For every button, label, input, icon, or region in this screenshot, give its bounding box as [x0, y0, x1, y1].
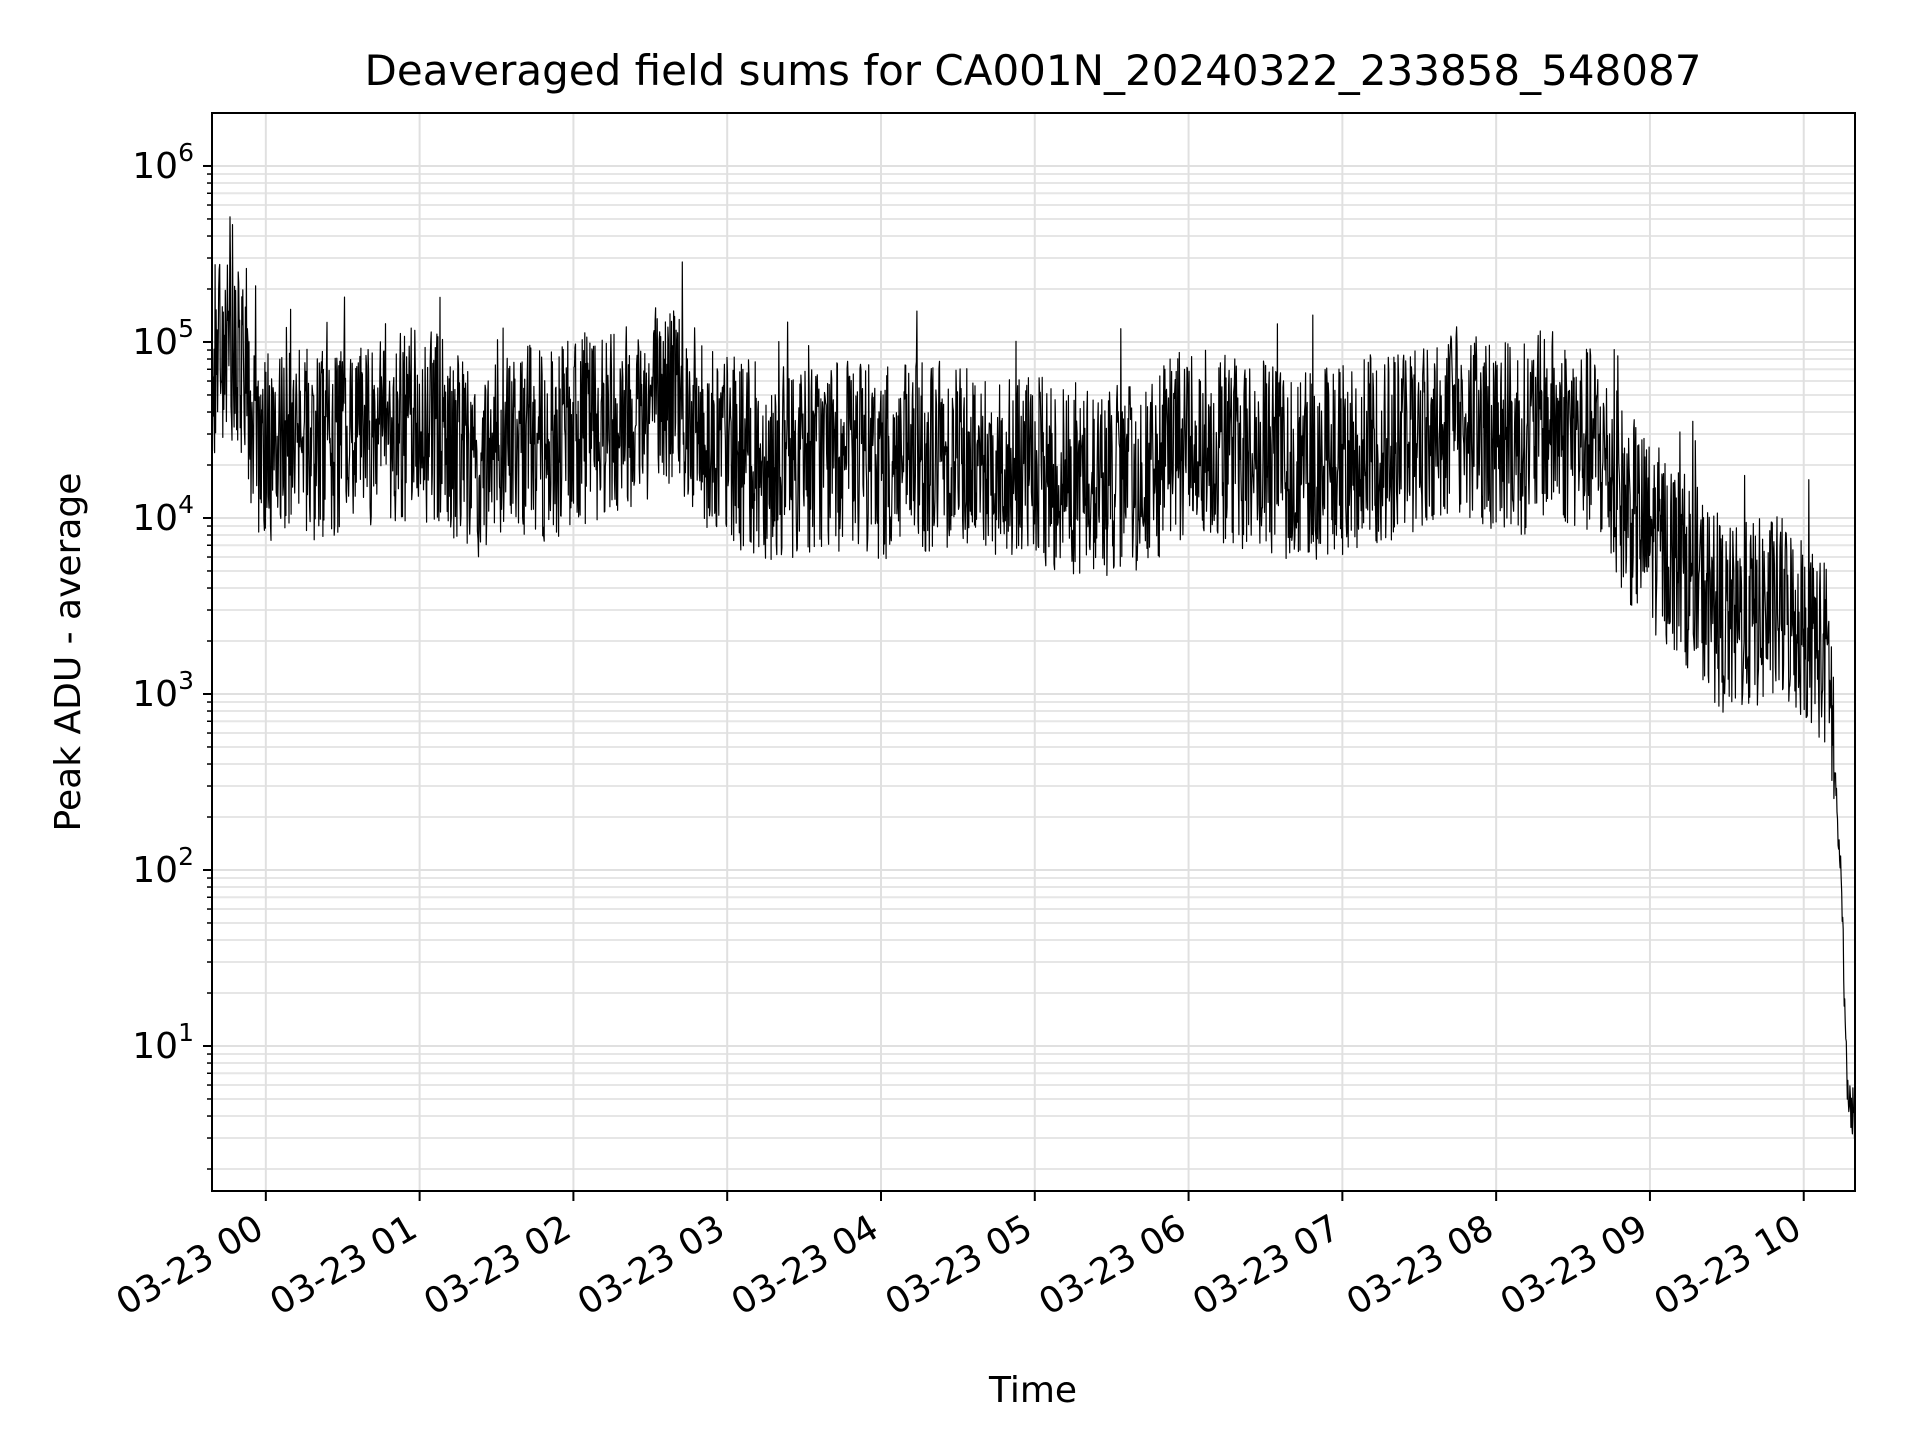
data-series	[211, 216, 1856, 1140]
y-tick-label: 106	[132, 138, 194, 187]
y-tick-label: 102	[132, 842, 194, 891]
y-tick-label: 105	[132, 314, 194, 363]
plot-frame	[211, 112, 1856, 1192]
y-tick-label: 103	[132, 666, 194, 715]
y-tick-label: 101	[132, 1018, 194, 1067]
series-line	[211, 216, 1856, 1140]
chart-title: Deaveraged field sums for CA001N_2024032…	[365, 46, 1702, 95]
y-tick-label: 104	[132, 490, 194, 539]
major-gridlines	[212, 113, 1855, 1191]
x-axis-label: Time	[988, 1370, 1077, 1411]
y-axis-label: Peak ADU - average	[48, 473, 89, 832]
y-axis: 101 102 103 104 105 106	[132, 138, 212, 1170]
